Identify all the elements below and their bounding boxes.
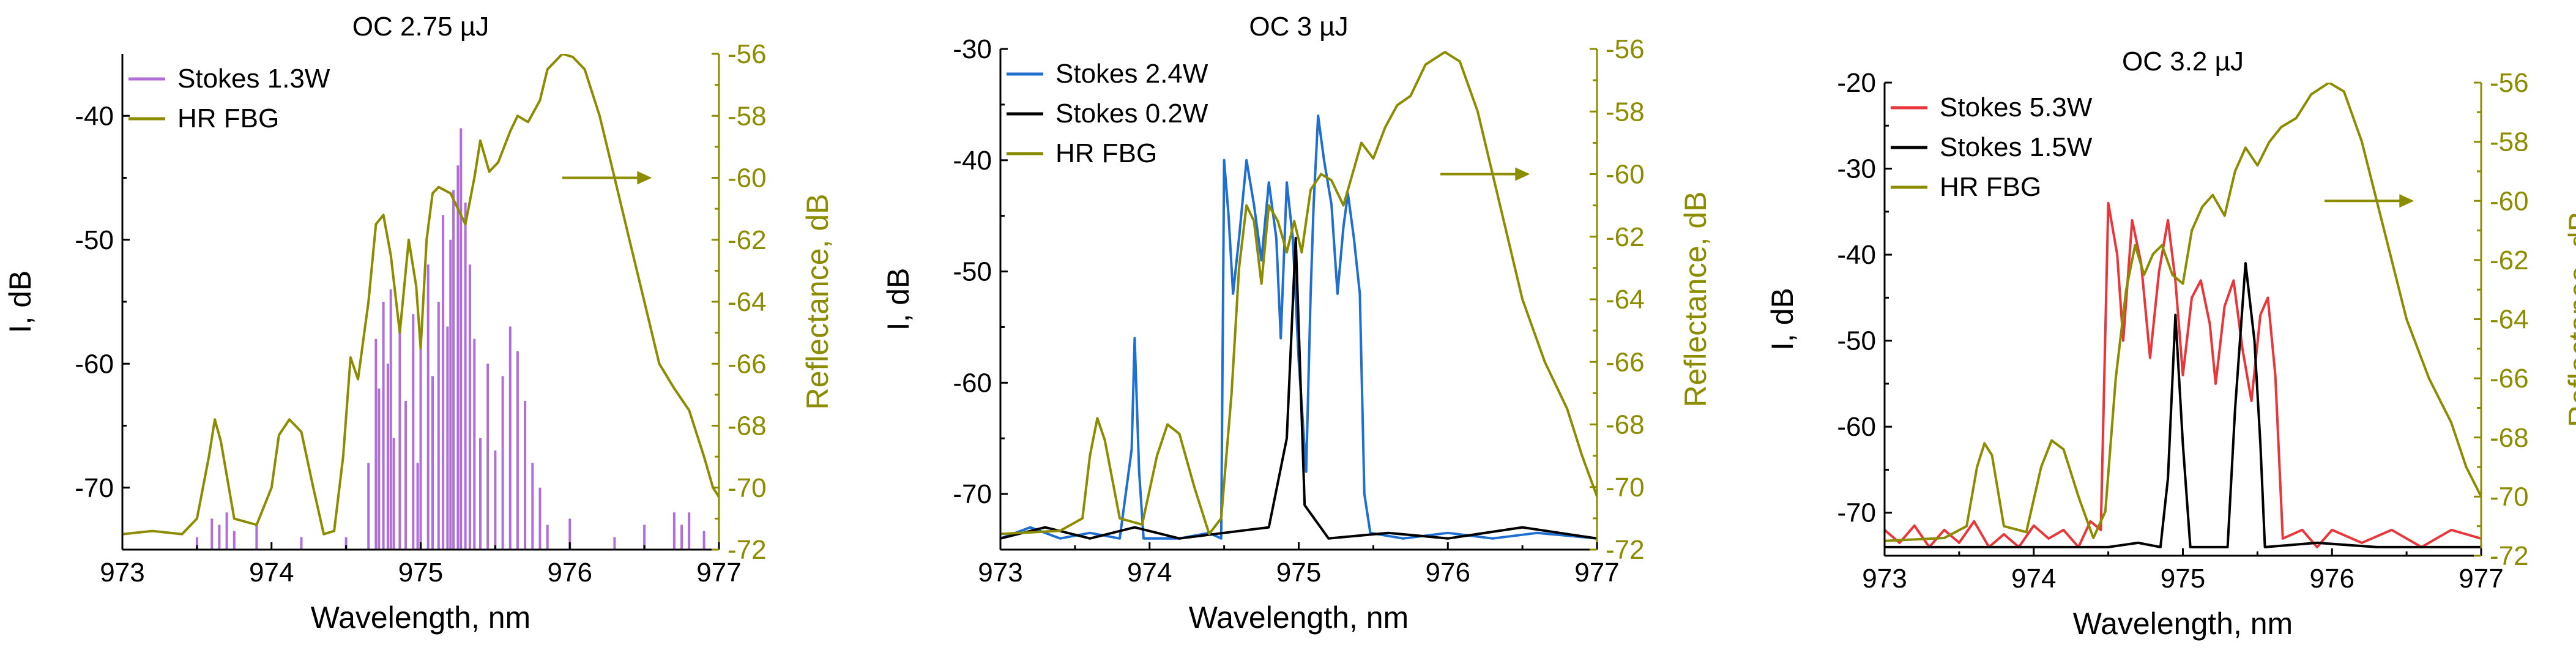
- y2-tick-label: -68: [1606, 410, 1645, 440]
- y2-tick-label: -56: [1606, 34, 1645, 64]
- y-tick-label: -50: [75, 225, 114, 255]
- y-tick-label: -60: [75, 349, 114, 379]
- y2-tick-label: -66: [2490, 364, 2529, 394]
- y2-tick-label: -68: [728, 411, 767, 441]
- chart-title: OC 2.75 µJ: [352, 12, 489, 42]
- y2-tick-label: -72: [728, 535, 767, 565]
- y2-tick-label: -60: [1606, 160, 1645, 190]
- y-axis-title: I, dB: [1765, 288, 1800, 351]
- y-tick-label: -70: [75, 473, 114, 503]
- series-line-hr-fbg: [1885, 83, 2481, 542]
- y-tick-label: -30: [953, 34, 992, 64]
- y-tick-label: -50: [953, 257, 992, 287]
- y2-tick-label: -72: [2490, 541, 2529, 571]
- y2-tick-label: -66: [1606, 347, 1645, 377]
- x-tick-label: 976: [548, 558, 592, 588]
- x-tick-label: 975: [2161, 564, 2205, 594]
- y-tick-label: -40: [75, 101, 114, 131]
- y2-tick-label: -66: [728, 349, 767, 379]
- y2-tick-label: -62: [728, 225, 767, 255]
- legend-label: Stokes 2.4W: [1055, 59, 1208, 89]
- y2-tick-label: -70: [2490, 482, 2529, 512]
- series-line-stokes-0-2w: [1000, 237, 1597, 540]
- x-tick-label: 974: [2011, 564, 2056, 594]
- x-tick-label: 975: [398, 558, 443, 588]
- y2-tick-label: -72: [1606, 535, 1645, 565]
- series-line-hr-fbg: [122, 54, 719, 536]
- y2-tick-label: -60: [2490, 186, 2529, 216]
- x-tick-label: 977: [2459, 564, 2503, 594]
- y2-tick-label: -62: [1606, 222, 1645, 252]
- y-tick-label: -60: [1837, 412, 1876, 442]
- y2-tick-label: -64: [2490, 305, 2529, 335]
- y2-axis-title: Reflectance, dB: [1678, 192, 1713, 408]
- y2-tick-label: -64: [728, 287, 767, 317]
- y-tick-label: -60: [953, 368, 992, 398]
- series-line-stokes-5-3w: [1885, 201, 2481, 548]
- right-axis-arrow-head: [637, 171, 652, 185]
- x-tick-label: 973: [1862, 564, 1907, 594]
- y-axis-title: I, dB: [881, 268, 915, 331]
- y2-axis-title: Reflectance, dB: [2563, 211, 2576, 427]
- series-line-hr-fbg: [1000, 51, 1597, 536]
- legend-label: Stokes 1.3W: [177, 64, 330, 94]
- x-tick-label: 974: [1127, 558, 1172, 588]
- y2-tick-label: -56: [2490, 68, 2529, 98]
- legend-label: Stokes 1.5W: [1940, 132, 2093, 162]
- legend-label: Stokes 0.2W: [1055, 99, 1208, 129]
- legend-label: HR FBG: [177, 103, 279, 133]
- x-axis-title: Wavelength, nm: [311, 600, 530, 635]
- y2-tick-label: -60: [728, 163, 767, 193]
- y-tick-label: -30: [1837, 154, 1876, 184]
- y2-tick-label: -56: [728, 39, 767, 69]
- x-axis-title: Wavelength, nm: [1189, 600, 1409, 635]
- x-tick-label: 973: [978, 558, 1022, 588]
- legend-label: HR FBG: [1055, 138, 1157, 168]
- y2-tick-label: -58: [728, 101, 767, 131]
- y2-tick-label: -58: [1606, 97, 1645, 127]
- legend-label: Stokes 5.3W: [1940, 92, 2093, 122]
- y2-tick-label: -64: [1606, 285, 1645, 315]
- y-tick-label: -50: [1837, 326, 1876, 356]
- series-line-stokes-1-3w: [195, 128, 705, 550]
- x-axis-title: Wavelength, nm: [2073, 607, 2293, 641]
- x-tick-label: 974: [249, 558, 294, 588]
- y-tick-label: -20: [1837, 68, 1876, 98]
- x-tick-label: 976: [2310, 564, 2355, 594]
- y-axis-title: I, dB: [3, 271, 37, 334]
- chart-title: OC 3.2 µJ: [2122, 47, 2244, 77]
- y2-tick-label: -62: [2490, 245, 2529, 275]
- y2-axis-title: Reflectance, dB: [800, 194, 835, 410]
- x-tick-label: 975: [1276, 558, 1321, 588]
- y2-tick-label: -68: [2490, 423, 2529, 453]
- legend-label: HR FBG: [1940, 172, 2041, 202]
- y2-tick-label: -70: [1606, 472, 1645, 502]
- chart-title: OC 3 µJ: [1249, 12, 1348, 42]
- x-tick-label: 976: [1426, 558, 1470, 588]
- right-axis-arrow-head: [2399, 194, 2414, 208]
- x-tick-label: 977: [1574, 558, 1619, 588]
- right-axis-arrow-head: [1515, 167, 1530, 181]
- series-line-stokes-1-5w: [1885, 262, 2481, 548]
- y-tick-label: -40: [1837, 240, 1876, 270]
- y2-tick-label: -70: [728, 473, 767, 503]
- x-tick-label: 977: [696, 558, 741, 588]
- y-tick-label: -70: [1837, 498, 1876, 528]
- x-tick-label: 973: [100, 558, 144, 588]
- y-tick-label: -70: [953, 479, 992, 509]
- y2-tick-label: -58: [2490, 127, 2529, 157]
- series-line-stokes-2-4w: [1000, 114, 1597, 540]
- y-tick-label: -40: [953, 146, 992, 176]
